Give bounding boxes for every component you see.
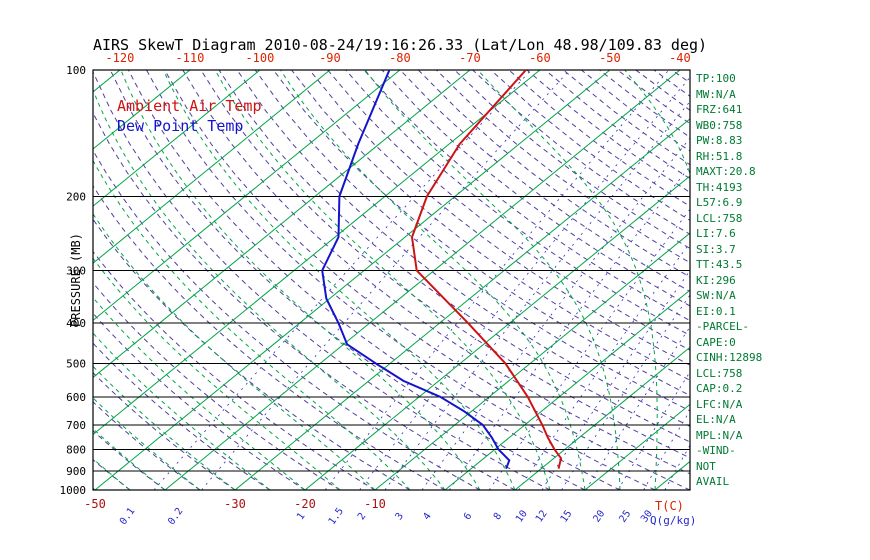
svg-text:0.1: 0.1 [118, 506, 137, 527]
svg-text:10: 10 [514, 508, 530, 524]
q-unit-label: Q(g/kg) [650, 514, 696, 527]
svg-text:-10: -10 [364, 497, 386, 511]
svg-text:-50: -50 [84, 497, 106, 511]
svg-text:0.2: 0.2 [166, 506, 185, 527]
index-readout: TP:100 [696, 72, 736, 85]
svg-text:-20: -20 [294, 497, 316, 511]
svg-text:-110: -110 [175, 51, 204, 65]
index-readout: MPL:N/A [696, 428, 743, 442]
pressure-axis: 100 200 300 400 500 600 700 800 900 1000 [60, 64, 87, 497]
index-readout: EL:N/A [696, 413, 736, 426]
svg-text:6: 6 [462, 511, 474, 522]
temp-unit-label: T(C) [655, 499, 684, 513]
svg-text:-40: -40 [669, 51, 691, 65]
svg-text:300: 300 [66, 264, 86, 277]
dew-point-line [321, 70, 511, 470]
svg-text:12: 12 [534, 508, 550, 524]
index-readout: LI:7.6 [696, 227, 736, 240]
legend-ambient-air-temp: Ambient Air Temp [117, 97, 262, 115]
bottom-temp-axis: -50 -30 -20 -10 [84, 497, 386, 511]
svg-text:-50: -50 [599, 51, 621, 65]
svg-text:15: 15 [559, 508, 575, 524]
ambient-temp-line [411, 70, 562, 469]
svg-text:600: 600 [66, 391, 86, 404]
svg-text:-70: -70 [459, 51, 481, 65]
svg-text:-60: -60 [529, 51, 551, 65]
svg-text:20: 20 [591, 508, 607, 524]
index-readout: MAXT:20.8 [696, 165, 756, 178]
dry-adiabats [93, 70, 690, 490]
plot-border [92, 69, 691, 491]
svg-text:1.5: 1.5 [327, 506, 346, 527]
index-readout: SI:3.7 [696, 242, 736, 256]
index-readout: AVAIL [696, 475, 730, 488]
chart-title: AIRS SkewT Diagram 2010-08-24/19:16:26.3… [92, 36, 708, 54]
top-temp-axis: -120 -110 -100 -90 -80 -70 -60 -50 -40 [105, 51, 690, 65]
index-readout: CAP:0.2 [696, 382, 743, 395]
svg-text:8: 8 [492, 511, 504, 522]
svg-text:100: 100 [66, 64, 86, 77]
index-readout: MW:N/A [696, 87, 736, 101]
svg-text:25: 25 [617, 508, 633, 524]
mixing-ratio-lines [153, 70, 690, 490]
svg-text:800: 800 [66, 443, 86, 456]
index-readout: TH:4193 [696, 180, 743, 194]
svg-text:700: 700 [66, 419, 86, 432]
index-readout: SW:N/A [696, 289, 736, 302]
indices-panel: TP:100 MW:N/A FRZ:641 WB0:758 PW:8.83 RH:51.8… [696, 71, 762, 490]
isotherms [93, 70, 690, 490]
svg-text:3: 3 [394, 511, 406, 522]
index-readout: NOT [696, 459, 716, 473]
index-readout: L57:6.9 [696, 196, 743, 209]
svg-text:-100: -100 [245, 51, 274, 65]
index-readout: EI:0.1 [696, 304, 736, 318]
svg-text:2: 2 [356, 511, 368, 522]
svg-text:-30: -30 [224, 497, 246, 511]
svg-text:400: 400 [66, 317, 86, 330]
legend-dew-point-temp: Dew Point Temp [117, 117, 244, 135]
index-readout: -PARCEL- [696, 320, 749, 333]
svg-text:1: 1 [295, 511, 307, 522]
index-readout: CINH:12898 [696, 351, 763, 364]
mixing-ratio-axis: 0.1 0.2 1 1.5 2 3 4 6 8 10 12 15 20 25 30 [118, 506, 655, 527]
moist-adiabats [93, 70, 690, 490]
index-readout: WB0:758 [696, 118, 743, 132]
index-readout: FRZ:641 [696, 103, 743, 116]
index-readout: KI:296 [696, 273, 736, 287]
index-readout: PW:8.83 [696, 134, 743, 147]
index-readout: RH:51.8 [696, 149, 743, 163]
svg-text:900: 900 [66, 465, 86, 478]
index-readout: -WIND- [696, 444, 736, 457]
svg-text:-80: -80 [389, 51, 411, 65]
index-readout: CAPE:0 [696, 335, 736, 349]
svg-text:1000: 1000 [60, 484, 87, 497]
pressure-axis-title: PRESSURE (MB) [69, 233, 83, 327]
svg-text:-120: -120 [105, 51, 134, 65]
index-readout: LCL:758 [696, 366, 743, 380]
svg-text:-90: -90 [319, 51, 341, 65]
svg-text:4: 4 [421, 511, 433, 522]
index-readout: TT:43.5 [696, 258, 743, 271]
index-readout: LCL:758 [696, 211, 743, 225]
svg-text:500: 500 [66, 358, 86, 371]
index-readout: LFC:N/A [696, 397, 743, 411]
svg-text:200: 200 [66, 190, 86, 203]
